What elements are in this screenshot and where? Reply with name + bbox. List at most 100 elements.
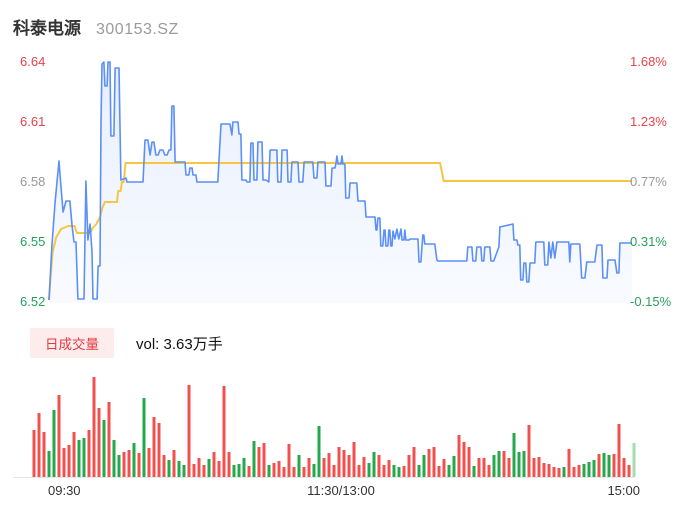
volume-bar <box>557 468 561 477</box>
volume-bar <box>132 443 136 477</box>
volume-bar <box>552 467 556 477</box>
volume-bar <box>592 460 596 477</box>
volume-bar <box>447 465 451 477</box>
volume-bar <box>272 463 276 477</box>
volume-bar <box>512 433 516 477</box>
volume-bar <box>302 467 306 477</box>
stock-code: 300153.SZ <box>96 21 179 38</box>
volume-bar <box>232 465 236 477</box>
volume-bar <box>222 386 226 477</box>
volume-bar <box>422 455 426 477</box>
volume-bar <box>192 464 196 477</box>
volume-bar <box>572 467 576 477</box>
volume-bar <box>67 445 71 477</box>
price-line <box>48 61 632 301</box>
volume-bar <box>172 450 176 477</box>
volume-bar <box>307 458 311 477</box>
volume-bar <box>332 465 336 477</box>
volume-bar <box>442 459 446 477</box>
volume-bar <box>607 455 611 477</box>
pct-tick-label: -0.15% <box>630 294 672 309</box>
volume-bar <box>612 454 616 477</box>
volume-bar <box>487 465 491 477</box>
volume-bar <box>197 458 201 477</box>
volume-bar <box>87 430 91 477</box>
volume-bar <box>37 413 41 477</box>
volume-readout: vol: 3.63万手 <box>136 335 223 353</box>
volume-bar <box>227 452 231 477</box>
volume-bar <box>532 458 536 477</box>
volume-bar <box>367 463 371 477</box>
volume-bar <box>432 447 436 477</box>
volume-bar <box>287 444 291 477</box>
volume-bar <box>622 458 626 477</box>
volume-bar <box>252 441 256 477</box>
volume-bar <box>267 465 271 477</box>
volume-bar <box>117 455 121 477</box>
volume-bar <box>322 458 326 477</box>
volume-bar <box>352 442 356 477</box>
volume-bar <box>297 455 301 477</box>
volume-bar <box>42 432 46 477</box>
volume-bar <box>477 458 481 477</box>
volume-bar <box>467 447 471 477</box>
volume-bar <box>457 435 461 477</box>
volume-bar <box>342 450 346 477</box>
volume-bar <box>382 465 386 477</box>
volume-bar <box>407 455 411 477</box>
volume-bar <box>602 453 606 477</box>
volume-bar <box>147 448 151 477</box>
volume-bar <box>317 426 321 477</box>
price-tick-label: 6.64 <box>20 54 46 69</box>
volume-bar <box>497 451 501 477</box>
volume-bar <box>587 462 591 477</box>
volume-bar <box>482 458 486 477</box>
volume-bar <box>517 452 521 477</box>
price-area-fill <box>49 62 632 303</box>
volume-bar <box>112 440 116 477</box>
volume-bar <box>237 464 241 477</box>
volume-bar <box>632 443 636 477</box>
stock-name: 科泰电源 <box>13 19 81 38</box>
volume-bar <box>257 447 261 477</box>
volume-bar <box>402 466 406 477</box>
volume-bar <box>537 457 541 477</box>
volume-bar <box>107 402 111 477</box>
volume-bar <box>187 385 191 477</box>
volume-bar <box>362 457 366 477</box>
volume-bar <box>527 425 531 477</box>
volume-bar <box>347 455 351 477</box>
volume-bar <box>262 443 266 477</box>
volume-bar <box>207 459 211 477</box>
volume-bar <box>437 466 441 477</box>
volume-bar <box>82 438 86 477</box>
volume-bar <box>177 461 181 477</box>
volume-bar <box>372 452 376 477</box>
volume-bar <box>62 448 66 477</box>
volume-bar <box>462 442 466 477</box>
volume-bar <box>97 408 101 477</box>
pct-tick-label: 0.31% <box>630 234 667 249</box>
volume-bar <box>182 465 186 477</box>
volume-bar <box>47 451 51 477</box>
volume-bar <box>547 464 551 477</box>
volume-bar <box>357 465 361 477</box>
volume-bar <box>167 460 171 477</box>
volume-bar <box>507 458 511 477</box>
volume-bar <box>522 451 526 477</box>
volume-bar <box>617 424 621 477</box>
volume-bar <box>542 463 546 477</box>
volume-bar <box>627 465 631 477</box>
time-tick-label: 11:30/13:00 <box>307 483 375 498</box>
volume-legend-badge[interactable]: 日成交量 <box>30 328 114 358</box>
volume-bar <box>312 464 316 477</box>
volume-bar <box>72 432 76 477</box>
volume-bar <box>152 417 156 477</box>
time-tick-label: 09:30 <box>48 483 81 498</box>
volume-bar <box>277 461 281 477</box>
volume-bar <box>77 440 81 477</box>
volume-bar <box>582 464 586 477</box>
volume-bar <box>397 467 401 477</box>
volume-bar <box>502 451 506 477</box>
